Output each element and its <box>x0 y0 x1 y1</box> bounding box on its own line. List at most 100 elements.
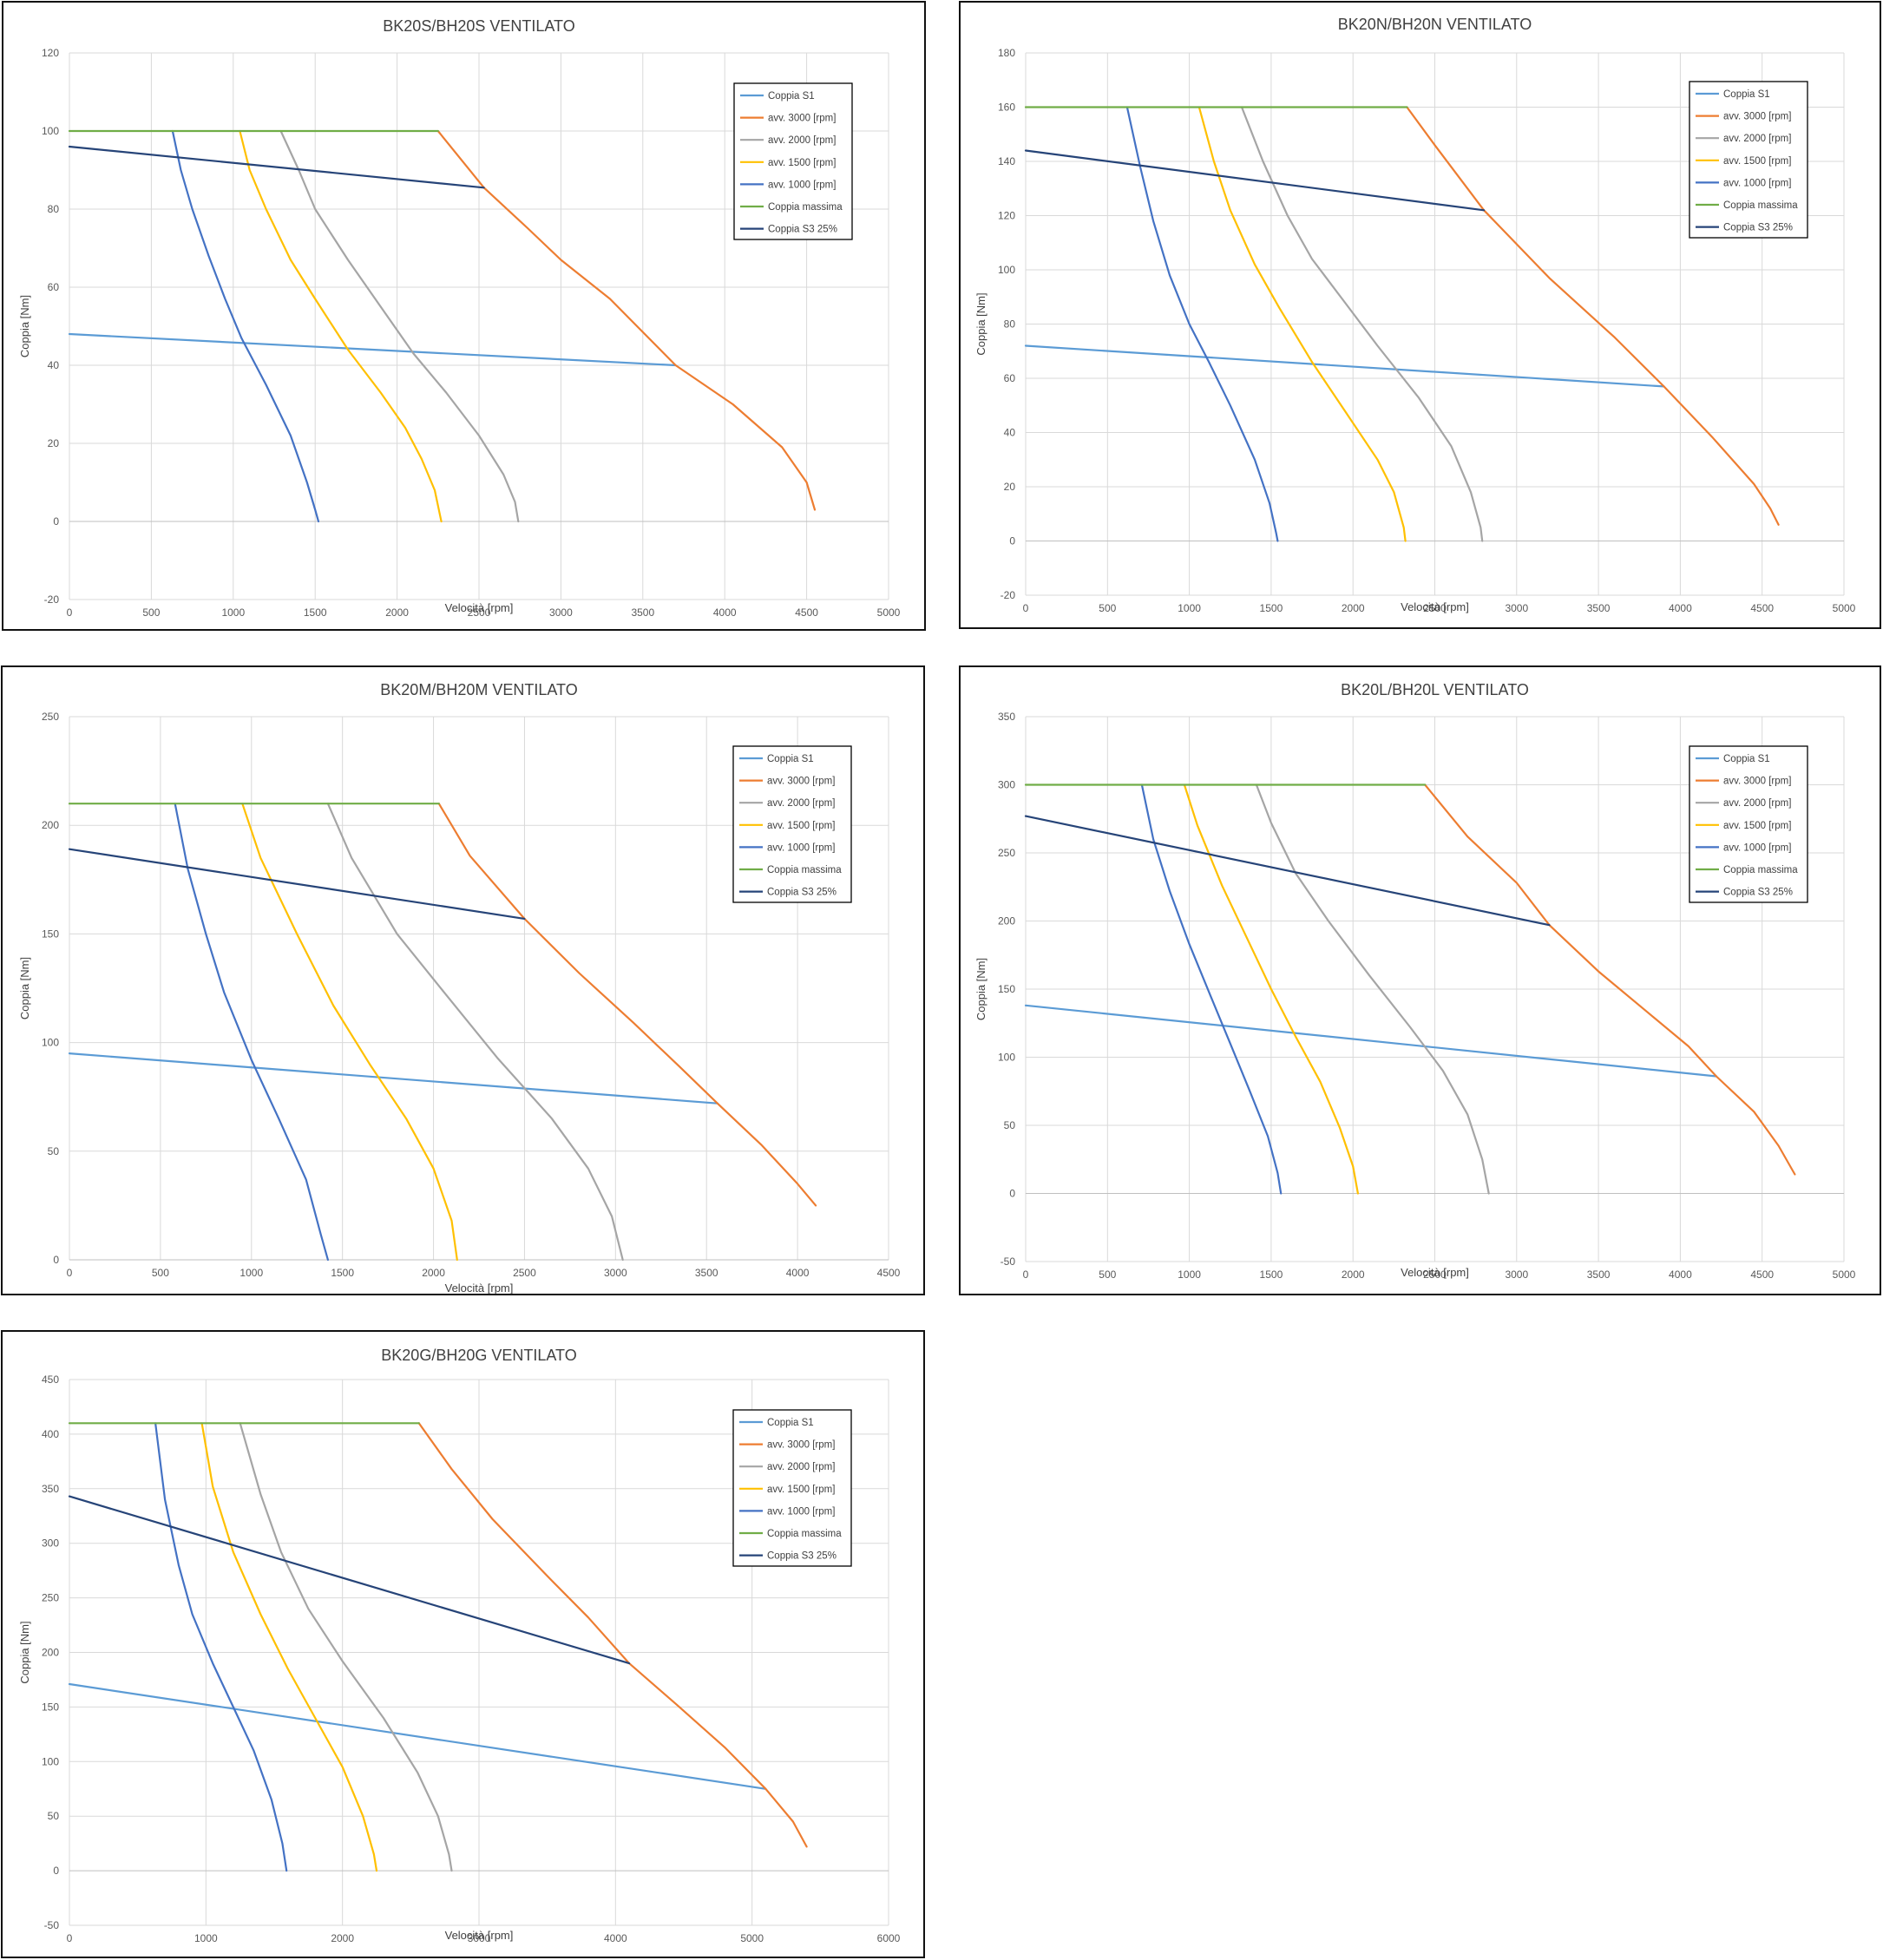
x-tick-label: 5000 <box>1833 602 1856 614</box>
legend-label: Coppia massima <box>767 1529 842 1539</box>
legend-label: Coppia S3 25% <box>768 225 837 235</box>
legend-label: Coppia massima <box>767 865 842 875</box>
y-tick-label: 200 <box>42 1647 59 1659</box>
series-line <box>1024 815 1551 927</box>
x-tick-label: 5000 <box>1833 1268 1856 1281</box>
y-tick-label: 80 <box>1004 318 1016 331</box>
x-tick-label: 0 <box>67 606 73 619</box>
y-tick-label: 0 <box>53 1254 59 1266</box>
series-line <box>68 1682 767 1790</box>
chart-svg: 0 1000 2000 3000 4000 5000 6000 -50 0 50 100 150 200… <box>18 1347 901 1944</box>
y-tick-label: -20 <box>1001 589 1016 601</box>
x-tick-label: 6000 <box>877 1932 901 1944</box>
y-tick-label: 50 <box>1004 1119 1016 1131</box>
y-tick-label: 200 <box>998 915 1015 928</box>
legend-label: Coppia S3 25% <box>1723 223 1793 233</box>
series-line <box>436 129 817 511</box>
x-axis-label: Velocità [rpm] <box>1401 1266 1469 1279</box>
x-tick-label: 0 <box>1023 1268 1029 1281</box>
x-tick-label: 1500 <box>331 1267 354 1279</box>
series-line <box>1424 783 1796 1176</box>
legend-label: Coppia S1 <box>767 1418 814 1428</box>
legend-label: avv. 3000 [rpm] <box>1723 112 1791 122</box>
x-tick-label: 2000 <box>422 1267 445 1279</box>
series-line <box>68 1495 631 1665</box>
x-tick-label: 4000 <box>604 1932 627 1944</box>
series-line <box>1240 106 1484 542</box>
y-tick-label: 100 <box>42 1037 59 1049</box>
x-tick-label: 4500 <box>877 1267 901 1279</box>
x-tick-label: 4000 <box>786 1267 810 1279</box>
y-tick-label: 150 <box>42 928 59 940</box>
legend-label: avv. 1500 [rpm] <box>1723 156 1791 167</box>
y-tick-label: 40 <box>48 359 60 371</box>
legend-label: avv. 2000 [rpm] <box>1723 798 1791 809</box>
series-line <box>1125 106 1279 542</box>
series-line <box>200 1422 378 1872</box>
legend-label: avv. 1000 [rpm] <box>1723 178 1791 188</box>
legend-label: avv. 1500 [rpm] <box>768 158 836 168</box>
series-line <box>1197 106 1407 542</box>
chart-svg: 0 500 1000 1500 2000 2500 3000 3500 4000 4500 0 50 1… <box>18 681 901 1295</box>
y-tick-label: 160 <box>998 102 1015 114</box>
x-tick-label: 4500 <box>795 606 818 619</box>
x-tick-label: 500 <box>1099 602 1116 614</box>
y-tick-label: -50 <box>44 1919 60 1931</box>
series-line <box>68 1052 718 1105</box>
x-tick-label: 1500 <box>1260 1268 1283 1281</box>
x-tick-label: 5000 <box>877 606 901 619</box>
chart-title: BK20G/BH20G VENTILATO <box>381 1347 576 1364</box>
legend-label: Coppia massima <box>1723 200 1798 211</box>
chart-title: BK20M/BH20M VENTILATO <box>380 681 577 698</box>
chart-panel-bk20l: 0 500 1000 1500 2000 2500 3000 3500 4000 4500 5000… <box>959 665 1881 1295</box>
y-tick-label: 120 <box>42 47 59 59</box>
legend-label: avv. 1500 [rpm] <box>767 821 835 831</box>
legend-label: avv. 2000 [rpm] <box>1723 134 1791 144</box>
y-tick-label: 140 <box>998 155 1015 167</box>
legend-label: avv. 1000 [rpm] <box>767 1506 835 1517</box>
series-line <box>1140 783 1283 1195</box>
y-tick-label: 300 <box>998 779 1015 791</box>
y-tick-label: 350 <box>998 711 1015 723</box>
y-tick-label: 60 <box>1004 372 1016 384</box>
x-tick-label: 4000 <box>1669 602 1692 614</box>
x-tick-label: 3500 <box>631 606 654 619</box>
y-axis-label: Coppia [Nm] <box>18 1621 31 1683</box>
y-tick-label: 120 <box>998 210 1015 222</box>
legend-label: avv. 2000 [rpm] <box>767 1462 835 1472</box>
legend-label: Coppia S3 25% <box>1723 888 1793 898</box>
x-tick-label: 3000 <box>468 1932 491 1944</box>
y-tick-label: 100 <box>42 125 59 137</box>
x-tick-label: 3500 <box>1587 602 1611 614</box>
x-axis-label: Velocità [rpm] <box>445 1929 514 1942</box>
series-line <box>1024 1004 1717 1078</box>
x-tick-label: 3500 <box>1587 1268 1611 1281</box>
y-axis-label: Coppia [Nm] <box>18 295 31 357</box>
y-tick-label: 100 <box>42 1755 59 1767</box>
chart-title: BK20S/BH20S VENTILATO <box>383 17 574 35</box>
x-tick-label: 0 <box>1023 602 1029 614</box>
chart-svg: 0 500 1000 1500 2000 2500 3000 3500 4000 4500 5000… <box>974 16 1856 614</box>
series-line <box>154 1422 288 1872</box>
y-tick-label: 0 <box>1009 535 1015 547</box>
legend-label: avv. 3000 [rpm] <box>767 777 835 787</box>
x-tick-label: 500 <box>152 1267 169 1279</box>
series-line <box>1024 344 1665 388</box>
series-line <box>68 145 485 189</box>
legend-label: avv. 3000 [rpm] <box>1723 777 1791 787</box>
series-line <box>1255 783 1490 1195</box>
y-tick-label: 100 <box>998 264 1015 276</box>
x-tick-label: 1500 <box>304 606 327 619</box>
legend-label: avv. 1500 [rpm] <box>767 1485 835 1495</box>
x-tick-label: 500 <box>142 606 160 619</box>
legend-label: Coppia massima <box>768 202 843 213</box>
series-line <box>437 803 817 1207</box>
x-tick-label: 2500 <box>1423 602 1447 614</box>
legend-label: avv. 1000 [rpm] <box>767 842 835 853</box>
legend-label: Coppia S1 <box>767 754 814 764</box>
y-tick-label: 150 <box>42 1701 59 1713</box>
y-axis-label: Coppia [Nm] <box>974 958 987 1020</box>
y-tick-label: -20 <box>44 593 60 606</box>
y-tick-label: 40 <box>1004 427 1016 439</box>
legend-label: Coppia S1 <box>1723 89 1770 100</box>
